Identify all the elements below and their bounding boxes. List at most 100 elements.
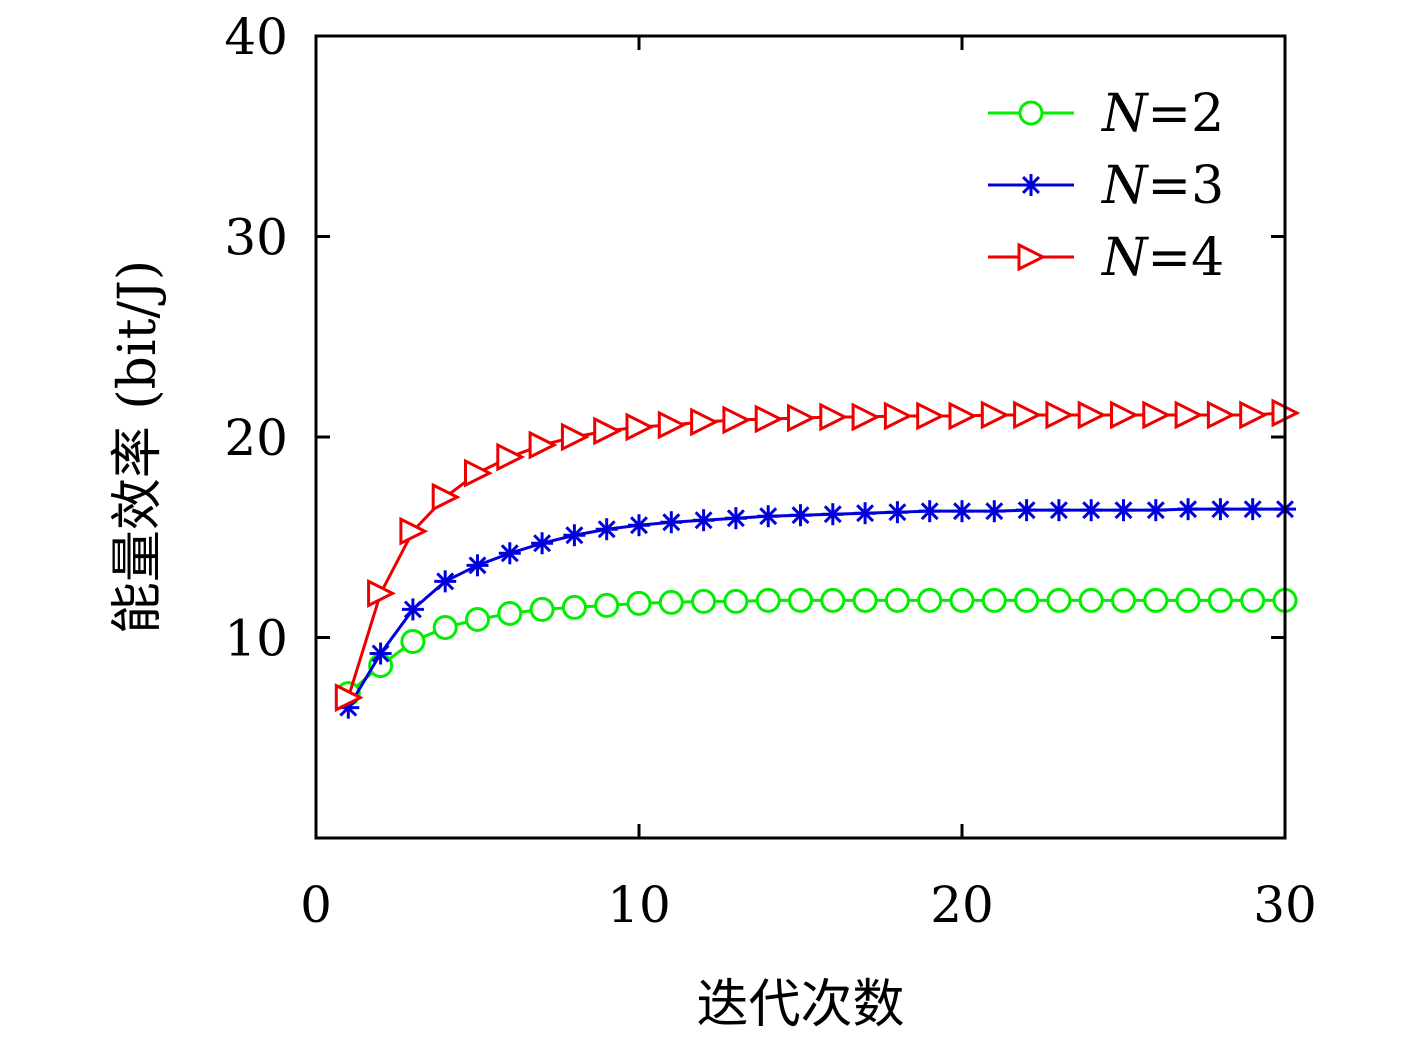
data-point xyxy=(1045,400,1075,430)
data-point xyxy=(401,598,424,621)
legend-marker xyxy=(1017,242,1047,272)
data-point xyxy=(1207,587,1233,613)
data-point xyxy=(563,524,586,547)
data-point xyxy=(1014,587,1040,613)
data-point xyxy=(951,500,973,523)
x-tick-label: 10 xyxy=(607,876,671,934)
data-point xyxy=(658,589,684,615)
data-point xyxy=(497,600,523,626)
data-point xyxy=(560,422,590,452)
y-tick-label: 10 xyxy=(224,610,288,668)
legend-value: =3 xyxy=(1148,156,1225,216)
series-2 xyxy=(337,498,1296,719)
data-point xyxy=(1047,499,1070,522)
legend-variable: N xyxy=(1100,228,1149,288)
legend-label: N=3 xyxy=(1100,156,1224,216)
series-1 xyxy=(335,587,1298,707)
x-tick-label: 30 xyxy=(1253,876,1317,934)
data-point xyxy=(561,594,587,620)
data-point xyxy=(1143,587,1169,613)
y-tick-label: 40 xyxy=(224,8,288,66)
data-point xyxy=(369,642,392,665)
data-point xyxy=(660,511,683,534)
data-point xyxy=(918,500,941,523)
data-point xyxy=(594,592,620,618)
data-point xyxy=(1078,587,1104,613)
data-point xyxy=(1112,499,1135,522)
data-point xyxy=(851,402,881,432)
data-point xyxy=(466,554,489,577)
data-point xyxy=(723,588,749,614)
data-point xyxy=(948,401,978,431)
data-point xyxy=(724,507,747,530)
data-point xyxy=(1142,400,1172,430)
legend-variable: N xyxy=(1100,156,1149,216)
data-point xyxy=(1239,400,1269,430)
data-point xyxy=(692,509,715,532)
data-point xyxy=(787,403,816,433)
y-tick-label: 30 xyxy=(224,209,288,267)
data-point xyxy=(821,503,844,526)
data-point xyxy=(1013,400,1042,430)
data-point xyxy=(1111,587,1136,613)
data-point xyxy=(886,501,909,524)
data-point xyxy=(400,629,426,655)
data-point xyxy=(1240,587,1266,613)
data-point xyxy=(1174,400,1204,430)
y-tick-label: 20 xyxy=(224,409,288,467)
data-point xyxy=(1144,499,1167,522)
data-point xyxy=(722,405,752,435)
data-point xyxy=(595,518,618,541)
data-point xyxy=(432,614,458,640)
data-point xyxy=(628,514,650,537)
data-point xyxy=(757,505,780,528)
legend: N=2N=3N=4 xyxy=(988,84,1224,288)
legend-value: =4 xyxy=(1148,228,1225,288)
data-point xyxy=(529,596,555,622)
x-axis-title: 迭代次数 xyxy=(696,975,904,1035)
data-point xyxy=(691,588,717,614)
data-point xyxy=(854,502,877,525)
legend-label: N=2 xyxy=(1100,84,1224,144)
data-point xyxy=(883,401,913,431)
data-point xyxy=(754,404,784,434)
series-line xyxy=(346,411,1286,699)
data-point xyxy=(593,416,623,446)
y-axis-ticks: 10 20 30 40 xyxy=(224,8,1285,668)
data-point xyxy=(1015,499,1038,522)
legend-marker xyxy=(1020,174,1042,196)
data-point xyxy=(949,587,975,613)
data-point xyxy=(852,587,878,613)
x-tick-label: 0 xyxy=(300,876,332,934)
data-point xyxy=(334,683,364,713)
data-point xyxy=(464,458,493,488)
data-point xyxy=(1177,498,1200,521)
legend-label: N=4 xyxy=(1100,228,1224,288)
data-point xyxy=(1175,587,1201,613)
x-tick-label: 20 xyxy=(930,876,994,934)
legend-item: N=3 xyxy=(988,156,1224,216)
data-point xyxy=(917,587,943,613)
legend-variable: N xyxy=(1100,84,1149,144)
data-point xyxy=(789,504,812,527)
data-point xyxy=(626,590,652,616)
data-point xyxy=(528,430,558,460)
legend-item: N=2 xyxy=(988,84,1224,144)
data-point xyxy=(657,410,687,440)
data-point xyxy=(983,500,1006,523)
series-layer xyxy=(334,398,1301,719)
data-point xyxy=(1080,499,1103,522)
data-point xyxy=(465,606,490,632)
data-point xyxy=(431,482,461,512)
data-point xyxy=(1241,498,1264,521)
data-point xyxy=(1046,587,1072,613)
data-point xyxy=(367,578,396,608)
series-line xyxy=(347,507,1285,709)
data-point xyxy=(496,442,526,472)
data-point xyxy=(498,542,521,565)
legend-value: =2 xyxy=(1148,84,1225,144)
data-point xyxy=(788,587,813,613)
data-point xyxy=(755,587,781,613)
data-point xyxy=(1209,498,1232,521)
